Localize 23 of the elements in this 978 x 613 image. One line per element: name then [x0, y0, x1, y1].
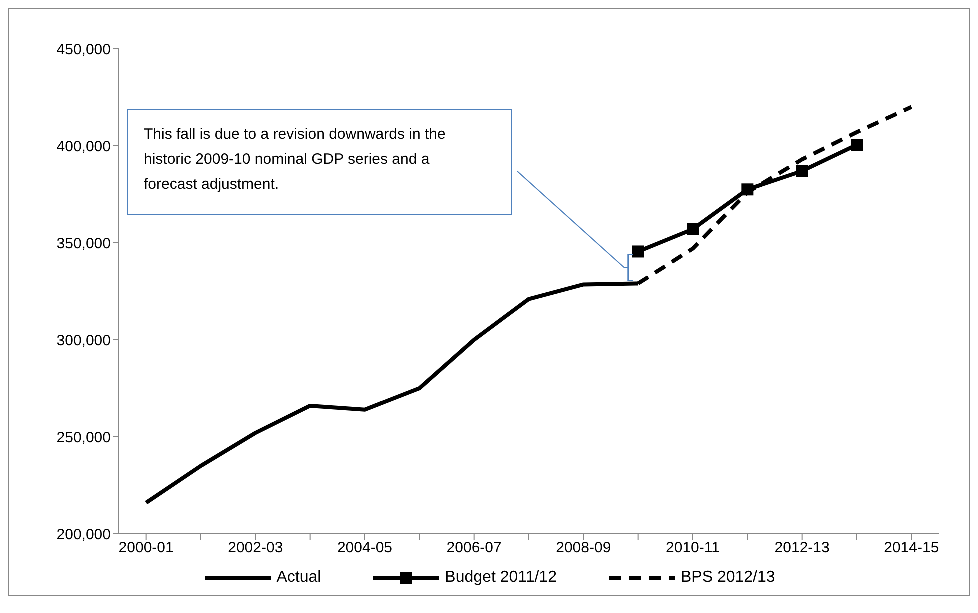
y-tick-label: 350,000 — [56, 235, 111, 252]
y-tick-label: 450,000 — [56, 41, 111, 58]
legend-label: Actual — [276, 569, 322, 587]
callout-box: This fall is due to a revision downwards in the historic 2009-10 nominal GDP series and a forecast adjustment. — [127, 109, 512, 215]
x-tick-label: 2002-03 — [228, 540, 284, 557]
x-tick-label: 2004-05 — [337, 540, 393, 557]
point — [687, 223, 699, 236]
y-tick-label: 200,000 — [56, 526, 111, 544]
x-tick-label: 2000-01 — [118, 540, 174, 557]
y-tick-label: 400,000 — [56, 138, 111, 156]
point — [796, 165, 808, 178]
legend-label: Budget 2011/12 — [444, 569, 557, 587]
x-tick-label: 2012-13 — [774, 540, 830, 557]
y-tick-label: 300,000 — [56, 332, 111, 350]
x-tick-label: 2006-07 — [446, 540, 502, 557]
point — [632, 246, 644, 258]
x-tick-label: 2010-11 — [666, 540, 720, 557]
x-tick-label: 2014-15 — [884, 540, 940, 557]
y-tick-label: 250,000 — [56, 429, 111, 446]
point — [851, 139, 863, 152]
point — [742, 184, 754, 196]
legend-label: BPS 2012/13 — [680, 569, 776, 587]
x-tick-label: 2008-09 — [556, 540, 612, 557]
